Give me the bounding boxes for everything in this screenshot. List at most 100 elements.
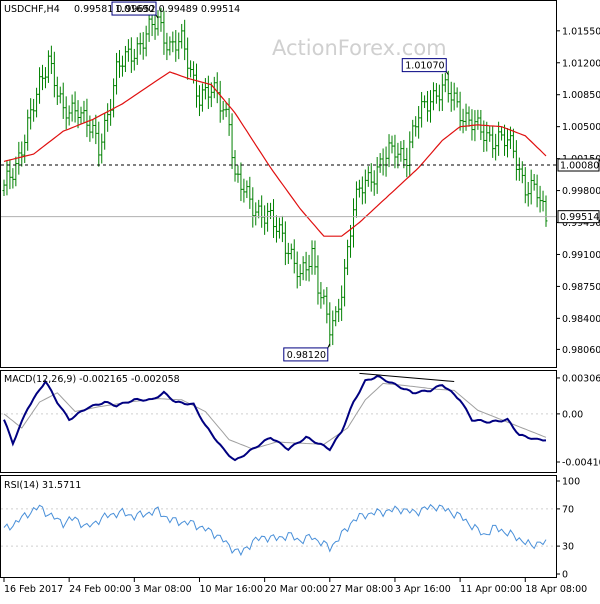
price-bar xyxy=(8,159,11,189)
price-bar xyxy=(148,11,151,42)
price-bar xyxy=(441,74,444,111)
price-bar xyxy=(257,200,260,218)
macd-main-line xyxy=(4,376,546,460)
price-tick-label: 1.00500 xyxy=(562,122,600,133)
price-bar xyxy=(275,215,278,242)
price-bar xyxy=(20,141,23,166)
price-bar xyxy=(162,11,165,55)
price-bar xyxy=(527,182,530,207)
price-bar xyxy=(524,167,527,203)
x-tick-label: 3 Mar 08:00 xyxy=(134,584,191,595)
price-bar xyxy=(296,252,299,289)
price-bar xyxy=(165,33,168,60)
price-tick-label: 1.01200 xyxy=(562,58,600,69)
price-bar xyxy=(293,239,296,273)
price-bar xyxy=(500,126,503,140)
x-tick-label: 3 Apr 16:00 xyxy=(395,584,451,595)
price-bar xyxy=(390,136,393,154)
level-label: 1.00080 xyxy=(560,161,599,172)
price-bar xyxy=(334,306,337,326)
price-bar xyxy=(435,83,438,104)
price-bar xyxy=(414,116,417,136)
price-bar xyxy=(308,255,311,282)
price-bar xyxy=(239,162,242,201)
price-bar xyxy=(316,255,319,304)
price-bar xyxy=(174,30,177,62)
price-bar xyxy=(106,103,109,132)
price-bar xyxy=(343,259,346,306)
price-bar xyxy=(41,65,44,90)
price-bar xyxy=(263,205,266,234)
price-bar xyxy=(201,83,204,111)
price-bar xyxy=(346,240,349,275)
price-bar xyxy=(266,203,269,232)
price-bar xyxy=(358,180,361,198)
price-bar xyxy=(426,91,429,122)
price-bar xyxy=(456,87,459,107)
price-tick-label: 0.98060 xyxy=(562,345,600,356)
price-bar xyxy=(65,96,68,129)
price-bar xyxy=(121,56,124,77)
price-bar xyxy=(382,148,385,175)
price-bar xyxy=(38,67,41,104)
price-bar xyxy=(62,83,65,119)
price-bar xyxy=(115,53,118,95)
price-bar xyxy=(278,218,281,239)
price-bar xyxy=(287,243,290,264)
price-bar xyxy=(14,157,17,187)
price-bar xyxy=(80,107,83,124)
price-bar xyxy=(248,177,251,209)
price-bar xyxy=(364,170,367,204)
price-bar xyxy=(385,147,388,177)
price-bar xyxy=(136,37,139,65)
price-tick-label: 1.00850 xyxy=(562,90,600,101)
price-bar xyxy=(438,85,441,112)
price-bar xyxy=(512,129,515,159)
price-bar xyxy=(367,166,370,187)
price-bar xyxy=(216,72,219,103)
price-bar xyxy=(23,135,26,163)
price-bar xyxy=(85,99,88,137)
rsi-tick-label: 100 xyxy=(562,477,580,488)
macd-title: MACD(12,26,9) -0.002165 -0.002058 xyxy=(4,374,180,385)
price-bar xyxy=(328,302,331,346)
price-bar xyxy=(3,180,6,196)
price-bar xyxy=(281,216,284,242)
price-bar xyxy=(56,77,59,105)
price-callout-label: 1.01070 xyxy=(405,61,444,72)
price-bar xyxy=(142,32,145,60)
price-bar xyxy=(109,99,112,126)
price-bar xyxy=(168,36,171,55)
moving-average-line xyxy=(4,72,546,236)
price-bar xyxy=(71,95,74,122)
price-bar xyxy=(355,181,358,217)
price-bar xyxy=(388,134,391,167)
macd-panel: 0.0030630.00-0.004104 MACD(12,26,9) -0.0… xyxy=(1,371,600,473)
x-tick-label: 27 Mar 08:00 xyxy=(330,584,393,595)
price-bar xyxy=(35,88,38,118)
x-tick-label: 16 Feb 2017 xyxy=(4,584,63,595)
last-price-label: 0.99514 xyxy=(560,212,599,223)
price-bar xyxy=(68,105,71,125)
price-bar xyxy=(322,289,325,304)
price-bar xyxy=(145,26,148,57)
price-bar xyxy=(515,140,518,180)
price-bar xyxy=(5,161,8,195)
price-bar xyxy=(130,37,133,73)
price-bar xyxy=(402,140,405,168)
price-bar xyxy=(417,106,420,139)
price-bar xyxy=(542,191,545,212)
price-bar xyxy=(222,101,225,120)
price-bar xyxy=(186,38,189,80)
price-bar xyxy=(453,83,456,111)
price-bar xyxy=(290,244,293,260)
price-bar xyxy=(139,33,142,55)
price-bar xyxy=(467,106,470,126)
price-bar xyxy=(91,119,94,138)
price-bar xyxy=(530,170,533,205)
price-bar xyxy=(305,252,308,281)
price-bar xyxy=(207,76,210,109)
price-bar xyxy=(444,73,447,93)
